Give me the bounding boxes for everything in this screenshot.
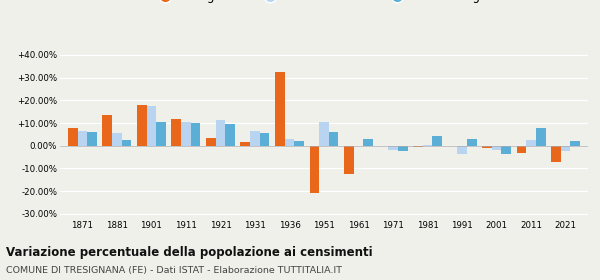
Bar bbox=[329, 132, 338, 146]
Bar bbox=[344, 146, 353, 174]
Bar bbox=[433, 136, 442, 146]
Bar bbox=[526, 140, 536, 146]
Bar bbox=[156, 122, 166, 146]
Bar bbox=[482, 146, 492, 148]
Bar bbox=[284, 139, 295, 146]
Legend: Tresignana, Provincia di FE, Em.-Romagna: Tresignana, Provincia di FE, Em.-Romagna bbox=[148, 0, 500, 8]
Bar bbox=[364, 139, 373, 146]
Text: Variazione percentuale della popolazione ai censimenti: Variazione percentuale della popolazione… bbox=[6, 246, 373, 259]
Bar bbox=[87, 132, 97, 146]
Bar bbox=[551, 146, 561, 162]
Bar bbox=[310, 146, 319, 193]
Bar bbox=[275, 72, 284, 146]
Bar bbox=[492, 146, 502, 150]
Bar bbox=[536, 128, 545, 146]
Bar bbox=[77, 131, 87, 146]
Bar bbox=[561, 146, 571, 151]
Bar bbox=[146, 106, 156, 146]
Bar bbox=[295, 141, 304, 146]
Bar bbox=[181, 122, 191, 146]
Bar bbox=[422, 144, 433, 146]
Bar bbox=[226, 124, 235, 146]
Bar bbox=[398, 146, 407, 151]
Bar bbox=[122, 140, 131, 146]
Bar bbox=[172, 118, 181, 146]
Bar bbox=[467, 139, 476, 146]
Bar bbox=[571, 141, 580, 146]
Bar bbox=[517, 146, 526, 153]
Bar bbox=[103, 115, 112, 146]
Bar bbox=[68, 128, 77, 146]
Bar bbox=[502, 146, 511, 154]
Bar bbox=[241, 142, 250, 146]
Bar bbox=[191, 123, 200, 146]
Bar bbox=[457, 146, 467, 154]
Bar bbox=[388, 146, 398, 150]
Bar bbox=[206, 138, 215, 146]
Bar bbox=[319, 122, 329, 146]
Bar bbox=[413, 146, 422, 147]
Bar bbox=[215, 120, 226, 146]
Text: COMUNE DI TRESIGNANA (FE) - Dati ISTAT - Elaborazione TUTTITALIA.IT: COMUNE DI TRESIGNANA (FE) - Dati ISTAT -… bbox=[6, 266, 342, 275]
Bar bbox=[137, 105, 146, 146]
Bar bbox=[112, 133, 122, 146]
Bar bbox=[250, 131, 260, 146]
Bar bbox=[260, 133, 269, 146]
